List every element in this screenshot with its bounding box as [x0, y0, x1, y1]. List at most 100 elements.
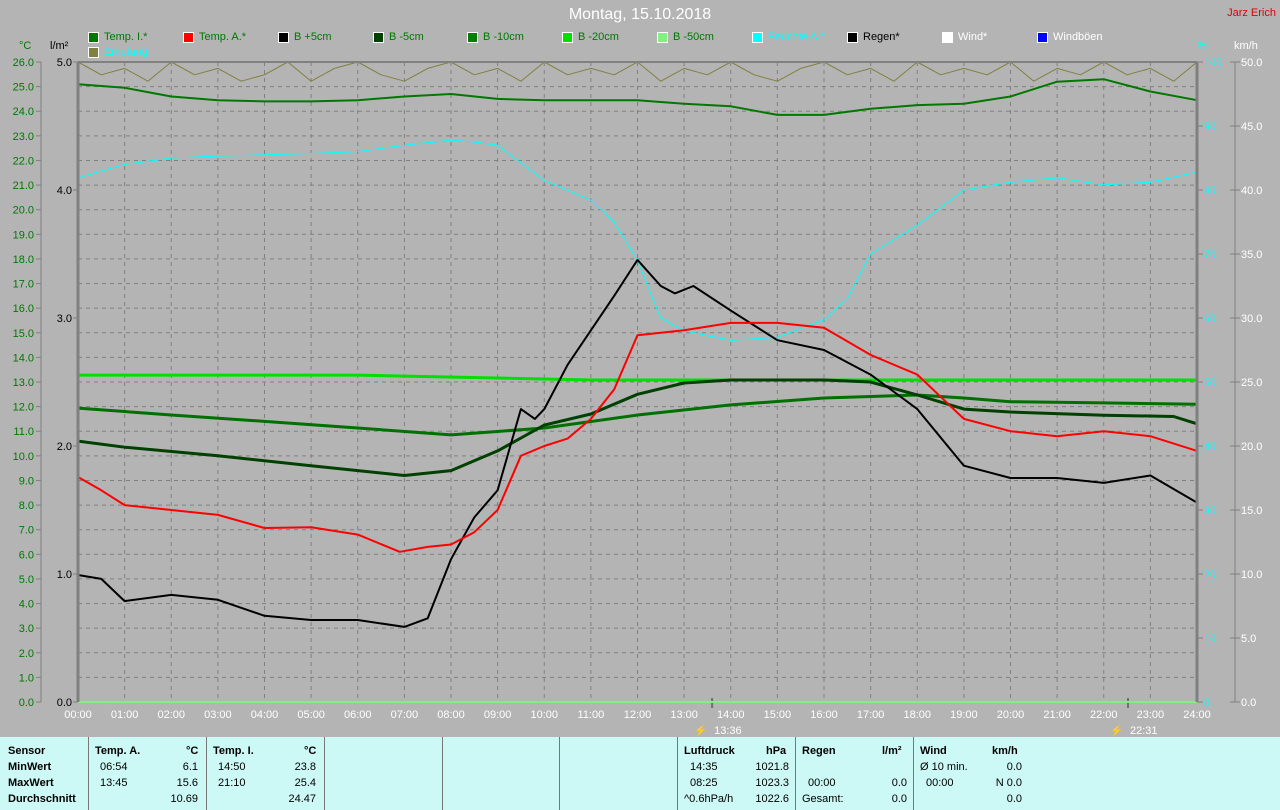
humidity-tick-label: 70 [1204, 249, 1216, 261]
temp-tick-label: 10.0 [13, 451, 34, 463]
legend-item[interactable]: Windböen [1037, 31, 1103, 44]
x-tick-label: 23:00 [1137, 709, 1165, 721]
legend-swatch [847, 32, 858, 43]
temp-tick-label: 19.0 [13, 229, 34, 241]
temp-tick-label: 11.0 [13, 426, 34, 438]
temp-tick-label: 17.0 [13, 279, 34, 291]
temp-tick-label: 24.0 [13, 106, 34, 118]
temp-a-min-time: 06:54 [100, 761, 128, 773]
legend-swatch [657, 32, 668, 43]
temp-tick-label: 25.0 [13, 82, 34, 94]
legend-label: B +5cm [294, 31, 332, 43]
wind-tick-label: 35.0 [1241, 249, 1262, 261]
wind-tick-label: 50.0 [1241, 57, 1262, 69]
temp-tick-label: 12.0 [13, 402, 34, 414]
wind-tick-label: 20.0 [1241, 441, 1262, 453]
x-tick-label: 11:00 [578, 709, 605, 721]
statistics-panel: Sensor MinWert MaxWert Durchschnitt Temp… [0, 737, 1280, 810]
legend-swatch [278, 32, 289, 43]
x-tick-label: 10:00 [530, 709, 558, 721]
legend-item[interactable]: B -5cm [373, 31, 424, 44]
temp-i-max-time: 21:10 [218, 777, 246, 789]
humidity-tick-label: 80 [1204, 185, 1216, 197]
author-label: Jarz Erich [1227, 7, 1276, 19]
x-tick-label: 18:00 [903, 709, 931, 721]
temp-tick-label: 3.0 [19, 623, 34, 635]
temp-tick-label: 5.0 [19, 574, 34, 586]
moon-phase-icon: ⚡ [694, 724, 708, 737]
rain-tick-label: 2.0 [57, 441, 72, 453]
wind-avg-label: Ø 10 min. [920, 761, 968, 773]
rain-max-value: 0.0 [891, 777, 907, 789]
legend-swatch [88, 47, 99, 58]
temp-a-max-time: 13:45 [100, 777, 128, 789]
pressure-trend: ^0.6hPa/h [684, 793, 734, 805]
temp-tick-label: 26.0 [13, 57, 34, 69]
temp-a-unit: °C [186, 745, 199, 757]
marker-label: 13:36 [714, 725, 742, 737]
humidity-tick-label: 40 [1204, 441, 1216, 453]
legend-label: Windböen [1053, 31, 1103, 43]
x-tick-label: 16:00 [810, 709, 838, 721]
wind-header: Wind [920, 745, 947, 757]
x-tick-label: 24:00 [1183, 709, 1211, 721]
rain-max-time: 00:00 [808, 777, 836, 789]
pressure-max-value: 1023.3 [755, 777, 789, 789]
legend-label: Regen* [863, 31, 900, 43]
series-line-b-5cm [77, 258, 1198, 628]
temp-a-min-value: 6.1 [182, 761, 198, 773]
legend-item[interactable]: B -50cm [657, 31, 714, 44]
legend-item[interactable]: B +5cm [278, 31, 332, 44]
legend-swatch [942, 32, 953, 43]
x-tick-label: 15:00 [764, 709, 792, 721]
temp-tick-label: 13.0 [13, 377, 34, 389]
legend-item[interactable]: Regen* [847, 31, 900, 44]
legend-item[interactable]: B -20cm [562, 31, 619, 44]
temp-tick-label: 20.0 [13, 205, 34, 217]
legend-swatch [373, 32, 384, 43]
x-tick-label: 13:00 [670, 709, 698, 721]
temp-tick-label: 16.0 [13, 303, 34, 315]
wind-tick-label: 30.0 [1241, 313, 1262, 325]
temp-a-max-value: 15.6 [176, 777, 198, 789]
temp-a-avg: 10.69 [170, 793, 198, 805]
legend-item[interactable]: Temp. I.* [88, 31, 147, 44]
legend-item[interactable]: Wind* [942, 31, 987, 44]
legend-swatch [752, 32, 763, 43]
temp-tick-label: 1.0 [19, 672, 34, 684]
legend-item[interactable]: Empfang [88, 46, 148, 59]
legend-item[interactable]: Temp. A.* [183, 31, 246, 44]
legend-swatch [183, 32, 194, 43]
temp-i-header: Temp. I. [213, 745, 254, 757]
wind-tick-label: 40.0 [1241, 185, 1262, 197]
pressure-unit: hPa [766, 745, 787, 757]
legend-item[interactable]: Feuchte A.* [752, 31, 825, 44]
series-line-b-5cm [77, 378, 1198, 477]
avg-label: Durchschnitt [8, 793, 76, 805]
humidity-tick-label: 30 [1204, 505, 1216, 517]
rain-unit: l/m² [882, 745, 902, 757]
legend-item[interactable]: B -10cm [467, 31, 524, 44]
wind-avg-value: 0.0 [1006, 761, 1022, 773]
x-tick-label: 21:00 [1043, 709, 1071, 721]
temp-i-max-value: 25.4 [294, 777, 316, 789]
min-label: MinWert [8, 761, 52, 773]
temp-i-unit: °C [304, 745, 317, 757]
rain-tick-label: 4.0 [57, 185, 72, 197]
sensor-header: Sensor [8, 745, 46, 757]
wind-tick-label: 10.0 [1241, 569, 1262, 581]
temp-tick-label: 23.0 [13, 131, 34, 143]
wind-tick-label: 5.0 [1241, 633, 1256, 645]
weather-chart: 0.0 1.0 2.0 3.0 4.0 5.0 6.0 7.0 8.0 9.0 10.0 11.0 12… [13, 57, 1263, 737]
temp-tick-label: 14.0 [13, 352, 34, 364]
legend-label: Wind* [958, 31, 988, 43]
legend-swatch [1037, 32, 1048, 43]
temp-tick-label: 2.0 [19, 648, 34, 660]
pressure-min-value: 1021.8 [755, 761, 789, 773]
x-tick-label: 12:00 [624, 709, 652, 721]
wind-value: 0.0 [1006, 793, 1022, 805]
x-tick-label: 07:00 [391, 709, 419, 721]
x-tick-label: 17:00 [857, 709, 885, 721]
rain-tick-label: 0.0 [57, 697, 72, 709]
temp-i-min-time: 14:50 [218, 761, 246, 773]
